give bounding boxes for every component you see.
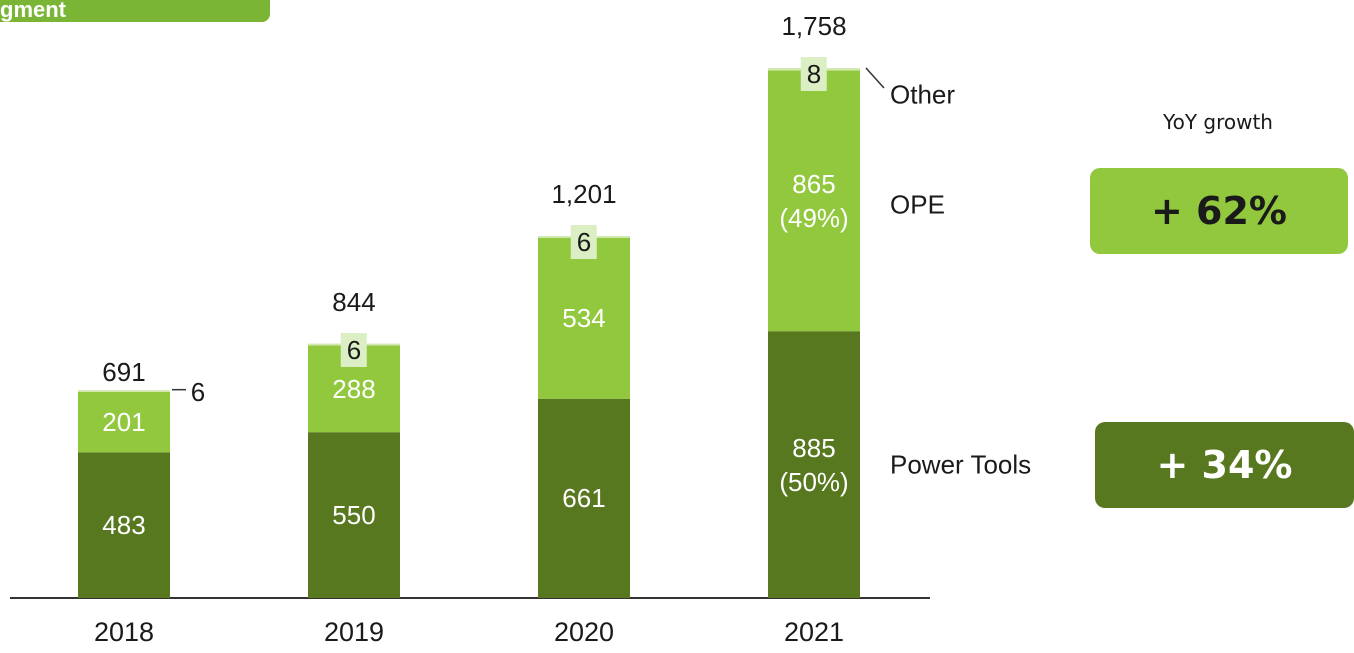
bar-segment bbox=[538, 398, 630, 598]
x-tick-label: 2021 bbox=[783, 617, 845, 647]
value-label: 865 (49%) bbox=[779, 168, 849, 233]
value-label: 6 bbox=[570, 224, 598, 259]
yoy-badge: + 62% bbox=[1090, 168, 1348, 254]
yoy-title: YoY growth bbox=[1163, 110, 1273, 134]
value-label: 6 bbox=[340, 332, 368, 367]
bar-segment bbox=[308, 432, 400, 598]
bar-segment bbox=[768, 70, 860, 332]
total-label: 691 bbox=[102, 356, 146, 387]
value-label: 661 bbox=[562, 483, 606, 514]
yoy-badge: + 34% bbox=[1095, 422, 1354, 508]
bar-segment bbox=[78, 452, 170, 598]
value-label: 534 bbox=[562, 303, 606, 334]
x-tick-label: 2018 bbox=[93, 617, 155, 647]
value-label: 483 bbox=[102, 510, 146, 541]
value-label: 288 bbox=[332, 373, 376, 404]
x-tick-label: 2020 bbox=[553, 617, 615, 647]
value-label: 201 bbox=[102, 407, 146, 438]
leader-line bbox=[865, 67, 885, 89]
bar-segment bbox=[78, 391, 170, 453]
total-label: 1,201 bbox=[551, 178, 617, 209]
value-label: 6 bbox=[190, 376, 206, 407]
value-label: 550 bbox=[332, 500, 376, 531]
legend-label: Power Tools bbox=[890, 449, 1032, 480]
total-label: 844 bbox=[332, 286, 376, 317]
x-tick-label: 2019 bbox=[323, 617, 385, 647]
total-label: 1,758 bbox=[781, 11, 847, 41]
value-label: 8 bbox=[800, 57, 828, 91]
bar-segment bbox=[538, 237, 630, 399]
section-tab: gment bbox=[0, 0, 270, 22]
bar-segment bbox=[768, 331, 860, 598]
legend-label: OPE bbox=[890, 189, 945, 220]
legend-label: Other bbox=[890, 79, 956, 110]
value-label: 885 (50%) bbox=[779, 432, 849, 497]
bar-segment bbox=[78, 389, 170, 392]
